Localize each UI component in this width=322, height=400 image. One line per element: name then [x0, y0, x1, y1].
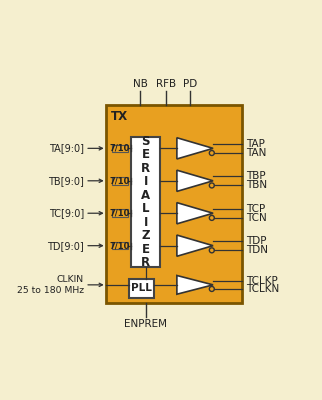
Text: ENPREM: ENPREM — [124, 319, 167, 329]
Text: RFB: RFB — [156, 79, 176, 89]
Text: TCN: TCN — [246, 213, 267, 223]
Text: TCP: TCP — [246, 204, 265, 214]
Text: 7/10: 7/10 — [110, 144, 130, 153]
Text: 7/10: 7/10 — [110, 176, 130, 185]
Text: TCLKN: TCLKN — [246, 284, 279, 294]
Text: CLKIN
25 to 180 MHz: CLKIN 25 to 180 MHz — [17, 275, 84, 294]
Text: TCLKP: TCLKP — [246, 276, 278, 286]
Text: TAP: TAP — [246, 139, 265, 149]
Polygon shape — [177, 138, 213, 159]
Bar — [112, 242, 128, 250]
Bar — [112, 145, 128, 152]
Bar — [112, 177, 128, 184]
Text: S
E
R
I
A
L
I
Z
E
R: S E R I A L I Z E R — [141, 135, 150, 269]
Text: TBP: TBP — [246, 171, 266, 181]
Bar — [112, 210, 128, 217]
Text: TBN: TBN — [246, 180, 267, 190]
Polygon shape — [177, 235, 213, 256]
Bar — [131, 137, 160, 267]
Text: 7/10: 7/10 — [110, 209, 130, 218]
Text: TDN: TDN — [246, 245, 268, 255]
Text: TD[9:0]: TD[9:0] — [47, 241, 84, 251]
Text: TA[9:0]: TA[9:0] — [49, 143, 84, 153]
Bar — [106, 105, 242, 303]
Text: TDP: TDP — [246, 236, 267, 246]
Polygon shape — [177, 170, 213, 191]
Polygon shape — [177, 276, 213, 294]
Text: TAN: TAN — [246, 148, 267, 158]
Text: 7/10: 7/10 — [110, 241, 130, 250]
Text: NB: NB — [133, 79, 147, 89]
Polygon shape — [177, 203, 213, 224]
Text: TC[9:0]: TC[9:0] — [49, 208, 84, 218]
Text: PD: PD — [183, 79, 197, 89]
Text: PLL: PLL — [131, 283, 152, 293]
Text: TB[9:0]: TB[9:0] — [48, 176, 84, 186]
Text: TX: TX — [111, 110, 128, 123]
Bar — [129, 279, 154, 298]
